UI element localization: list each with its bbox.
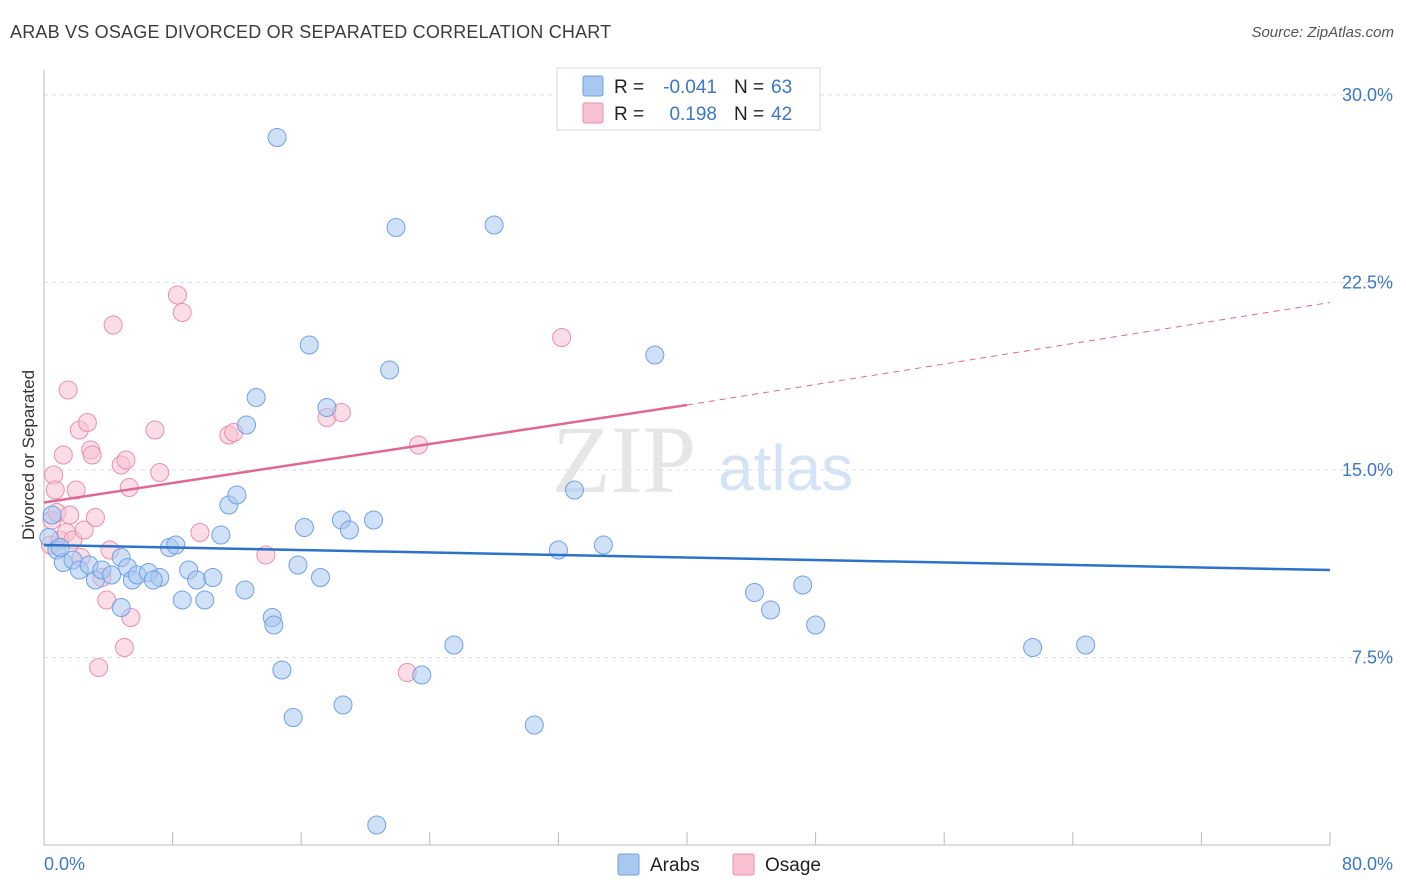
arab-point <box>761 600 781 620</box>
watermark-atlas: atlas <box>718 432 853 504</box>
arab-point <box>386 218 406 237</box>
arab-n-label: N = <box>734 77 764 98</box>
osage-r-label: R = <box>614 104 644 125</box>
legend-arabs-label: Arabs <box>650 855 700 876</box>
legend-osage-label: Osage <box>765 855 821 876</box>
osage-point <box>114 638 134 657</box>
arab-point <box>166 535 186 555</box>
arab-point <box>412 665 432 685</box>
y-tick-labels: 7.5% 15.0% 22.5% 30.0% <box>1342 85 1393 668</box>
osage-point <box>85 508 105 527</box>
osage-point <box>116 450 136 470</box>
arab-point <box>645 345 665 365</box>
legend-arabs-swatch <box>617 853 640 876</box>
arab-point <box>745 583 765 602</box>
y-tick-label: 22.5% <box>1342 273 1393 293</box>
arab-point <box>364 510 384 530</box>
x-tick-label-max: 80.0% <box>1342 854 1393 874</box>
osage-point <box>82 445 102 465</box>
arab-point <box>524 715 544 735</box>
arab-point <box>288 555 308 575</box>
osage-swatch <box>582 102 604 124</box>
osage-point <box>89 658 109 677</box>
arab-swatch <box>582 75 604 97</box>
osage-r-value: 0.198 <box>669 104 717 125</box>
arab-point <box>444 635 464 655</box>
arab-point <box>484 215 504 235</box>
arab-point <box>593 535 613 555</box>
arab-point <box>264 615 284 635</box>
osage-point <box>190 523 210 542</box>
y-tick-label: 30.0% <box>1342 85 1393 105</box>
arab-point <box>564 480 584 500</box>
osage-n-label: N = <box>734 104 764 125</box>
arab-point <box>195 590 215 610</box>
osage-point <box>172 303 192 322</box>
arab-point <box>339 520 359 540</box>
osage-point <box>145 420 165 440</box>
arab-point <box>211 525 231 545</box>
stats-legend: R = -0.041 N = 63 R = 0.198 N = 42 <box>556 67 821 131</box>
osage-point <box>60 505 80 525</box>
osage-point <box>53 445 73 465</box>
arab-point <box>227 485 247 505</box>
y-tick-label: 7.5% <box>1352 648 1393 668</box>
arab-point <box>299 335 319 355</box>
osage-trend-line <box>43 403 688 504</box>
arab-point <box>793 575 813 595</box>
arab-point <box>380 360 400 380</box>
osage-point <box>58 380 78 400</box>
osage-point <box>74 520 94 540</box>
arab-points <box>39 128 1096 835</box>
arab-point <box>237 415 257 435</box>
y-axis-title: Divorced or Separated <box>19 370 38 540</box>
arab-trend-line <box>43 543 1331 572</box>
arab-point <box>42 505 62 525</box>
x-tick-label-min: 0.0% <box>44 854 85 874</box>
arab-point <box>246 388 266 407</box>
chart-title: ARAB VS OSAGE DIVORCED OR SEPARATED CORR… <box>10 22 612 42</box>
arab-point <box>317 398 337 417</box>
arab-point <box>50 538 70 557</box>
arab-point <box>187 570 207 590</box>
osage-point <box>45 480 65 500</box>
arab-point <box>102 565 122 585</box>
gridlines <box>44 94 1393 658</box>
arab-point <box>294 518 314 537</box>
arab-r-value: -0.041 <box>663 77 717 98</box>
arab-point <box>143 570 163 590</box>
arab-point <box>333 695 353 715</box>
legend-osage-swatch <box>732 853 755 876</box>
arab-point <box>283 708 303 727</box>
osage-trend-line-dashed <box>686 302 1331 406</box>
arab-point <box>806 615 826 635</box>
series-legend: Arabs Osage <box>617 853 821 876</box>
arab-point <box>272 660 292 680</box>
arab-point <box>310 568 330 587</box>
arab-point <box>1023 638 1043 657</box>
osage-point <box>552 328 572 347</box>
source-label: Source: ZipAtlas.com <box>1251 24 1394 41</box>
watermark: ZIP atlas <box>552 406 853 513</box>
arab-point <box>203 568 223 587</box>
arab-point <box>1076 635 1096 655</box>
osage-point <box>103 315 123 335</box>
osage-n-value: 42 <box>771 104 792 125</box>
osage-point <box>150 463 170 482</box>
osage-point <box>77 413 97 432</box>
trend-lines <box>43 302 1331 572</box>
x-axis-ticks <box>43 832 1331 845</box>
arab-r-label: R = <box>614 77 644 98</box>
y-tick-label: 15.0% <box>1342 460 1393 480</box>
arab-point <box>172 590 192 610</box>
arab-point <box>111 598 131 617</box>
osage-point <box>167 285 187 305</box>
arab-point <box>267 128 287 147</box>
arab-point <box>367 815 387 835</box>
arab-point <box>235 580 255 600</box>
osage-point <box>66 480 86 500</box>
arab-n-value: 63 <box>771 77 792 98</box>
